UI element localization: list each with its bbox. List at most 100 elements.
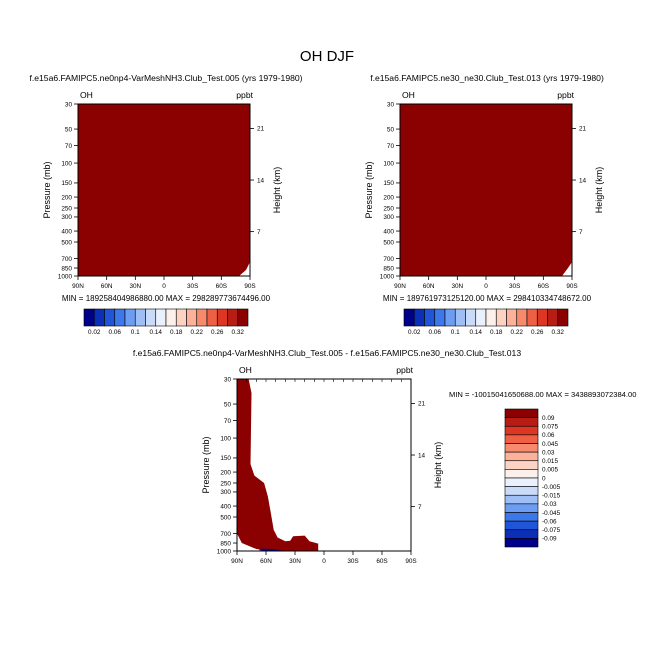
panel-2-height-axis: 21 14 7	[572, 126, 587, 236]
y-tick-label: 400	[383, 228, 394, 235]
colorbar-label: 0	[542, 475, 546, 482]
y-tick-label: 200	[383, 194, 394, 201]
y-tick-label: 700	[220, 531, 231, 538]
panel-1-title: f.e15a6.FAMIPC5.ne0np4-VarMeshNH3.Club_T…	[29, 73, 302, 83]
colorbar-swatch	[403, 308, 415, 327]
x-tick-label: 60N	[423, 283, 435, 290]
x-tick-label: 30S	[187, 283, 198, 290]
colorbar-swatch	[504, 512, 539, 522]
x-tick-label: 30S	[347, 558, 358, 565]
colorbar-swatch	[206, 308, 218, 327]
panel-3-left-label: OH	[239, 365, 252, 375]
colorbar-swatch	[504, 460, 539, 470]
panel-2-field-fill	[400, 104, 572, 276]
y-tick-label: 300	[220, 489, 231, 496]
colorbar-swatch	[186, 308, 198, 327]
x-tick-label: 60N	[260, 558, 272, 565]
panel-2-colorbar: 0.02 0.06 0.1 0.14 0.18 0.22 0.26 0.32	[403, 308, 569, 336]
panel-1-right-label: ppbt	[236, 90, 253, 100]
y-tick-label: 850	[383, 265, 394, 272]
colorbar-swatch	[504, 451, 539, 462]
y-tick-label: 50	[65, 126, 73, 133]
panel-3-field	[237, 379, 319, 551]
height-tick-label: 7	[257, 229, 261, 236]
colorbar-label: 0.32	[552, 329, 565, 336]
colorbar-swatch	[526, 308, 538, 327]
y-tick-label: 30	[224, 376, 232, 383]
panel-2-white-corner	[562, 262, 572, 276]
panel-3-title: f.e15a6.FAMIPC5.ne0np4-VarMeshNH3.Club_T…	[133, 348, 521, 358]
x-tick-label: 60S	[538, 283, 549, 290]
colorbar-swatch	[454, 308, 466, 327]
panel-1-height-axis: 21 14 7	[250, 126, 265, 236]
colorbar-swatch	[504, 469, 539, 479]
x-tick-label: 90S	[566, 283, 577, 290]
colorbar-label: 0.18	[490, 329, 503, 336]
height-tick-label: 21	[257, 126, 265, 133]
colorbar-label: 0.02	[88, 329, 101, 336]
colorbar-label: -0.09	[542, 536, 557, 543]
colorbar-label: -0.005	[542, 484, 561, 491]
y-tick-label: 150	[61, 180, 72, 187]
panel-2-ylabel: Pressure (mb)	[364, 161, 374, 218]
x-tick-label: 30S	[509, 283, 520, 290]
height-tick-label: 21	[418, 401, 426, 408]
colorbar-label: 0.03	[542, 449, 555, 456]
colorbar-label: 0.22	[511, 329, 524, 336]
x-tick-label: 90N	[394, 283, 406, 290]
height-tick-label: 14	[418, 452, 426, 459]
y-tick-label: 700	[383, 256, 394, 263]
panel-2-right-label: ppbt	[557, 90, 574, 100]
colorbar-label: 0.06	[542, 432, 555, 439]
colorbar-label: -0.045	[542, 510, 561, 517]
colorbar-label: 0.22	[191, 329, 204, 336]
y-tick-label: 300	[383, 214, 394, 221]
panel-1-colorbar: 0.02 0.06 0.1 0.14 0.18 0.22 0.26 0.32	[83, 308, 249, 336]
y-tick-label: 200	[220, 469, 231, 476]
colorbar-label: 0.06	[429, 329, 442, 336]
panel-3-ylabel-right: Height (km)	[433, 442, 443, 489]
colorbar-label: 0.1	[451, 329, 460, 336]
height-tick-label: 7	[418, 504, 422, 511]
colorbar-label: 0.06	[109, 329, 122, 336]
y-tick-label: 30	[387, 101, 395, 108]
colorbar-swatch	[504, 503, 539, 513]
colorbar-swatch	[227, 308, 239, 327]
y-tick-label: 700	[61, 256, 72, 263]
y-tick-label: 500	[61, 239, 72, 246]
y-tick-label: 1000	[58, 273, 73, 280]
colorbar-swatch	[134, 308, 146, 327]
colorbar-swatch	[557, 308, 569, 327]
panel-3-stats: MIN = -10015041650688.00 MAX = 343889307…	[449, 390, 636, 399]
y-tick-label: 250	[61, 205, 72, 212]
negative-anomaly-region	[258, 548, 286, 551]
y-tick-label: 850	[220, 540, 231, 547]
panel-1-field-fill	[78, 104, 250, 276]
panel-1-ylabel-right: Height (km)	[272, 167, 282, 214]
colorbar-swatch	[83, 308, 95, 327]
colorbar-swatch	[504, 417, 539, 427]
colorbar-swatch	[93, 308, 105, 327]
colorbar-swatch	[114, 308, 126, 327]
colorbar-swatch	[175, 308, 187, 327]
y-tick-label: 400	[220, 503, 231, 510]
height-tick-label: 7	[579, 229, 583, 236]
panel-2: f.e15a6.FAMIPC5.ne30_ne30.Club_Test.013 …	[364, 73, 604, 336]
colorbar-swatch	[145, 308, 157, 327]
y-tick-label: 1000	[217, 548, 232, 555]
panel-2-title: f.e15a6.FAMIPC5.ne30_ne30.Club_Test.013 …	[370, 73, 604, 83]
colorbar-label: 0.32	[232, 329, 245, 336]
x-tick-label: 0	[162, 283, 166, 290]
panel-1-left-label: OH	[80, 90, 93, 100]
panel-3-top-ticks	[236, 379, 412, 382]
colorbar-label: 0.26	[211, 329, 224, 336]
x-tick-label: 90N	[231, 558, 243, 565]
y-tick-label: 300	[61, 214, 72, 221]
x-tick-label: 60S	[376, 558, 387, 565]
colorbar-label: -0.03	[542, 501, 557, 508]
panel-2-stats: MIN = 189761973125120.00 MAX = 298410334…	[383, 294, 592, 303]
y-tick-label: 200	[61, 194, 72, 201]
